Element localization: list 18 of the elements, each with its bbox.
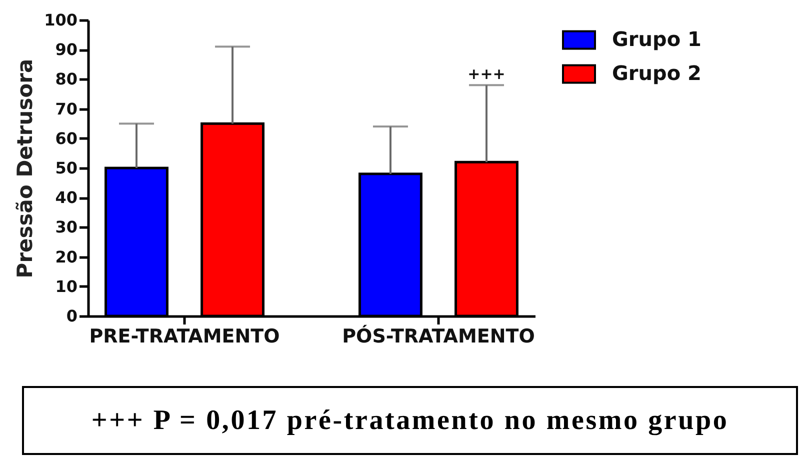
y-tick-label: 50: [55, 158, 78, 178]
y-tick-label: 90: [55, 40, 78, 60]
x-tick-label: PRE-TRATAMENTO: [89, 326, 280, 348]
y-tick-label: 30: [55, 218, 78, 237]
y-tick-label: 0: [66, 306, 78, 326]
annotation: +++: [468, 65, 506, 84]
y-tick-label: 80: [55, 70, 78, 89]
y-tick-label: 100: [44, 10, 78, 30]
legend-label: Grupo 1: [612, 27, 702, 51]
x-tick-label: PÓS-TRATAMENTO: [342, 324, 535, 348]
y-axis-title: Pressão Detrusora: [13, 58, 38, 278]
y-tick-label: 20: [55, 247, 78, 266]
text: +++ P = 0,017 pré-tratamento no mesmo grupo: [91, 404, 729, 436]
legend-label: Grupo 2: [612, 61, 702, 85]
y-tick-label: 70: [55, 99, 78, 118]
y-tick-label: 10: [55, 276, 78, 296]
y-tick-label: 60: [55, 128, 78, 148]
y-tick-label: 40: [55, 188, 78, 208]
